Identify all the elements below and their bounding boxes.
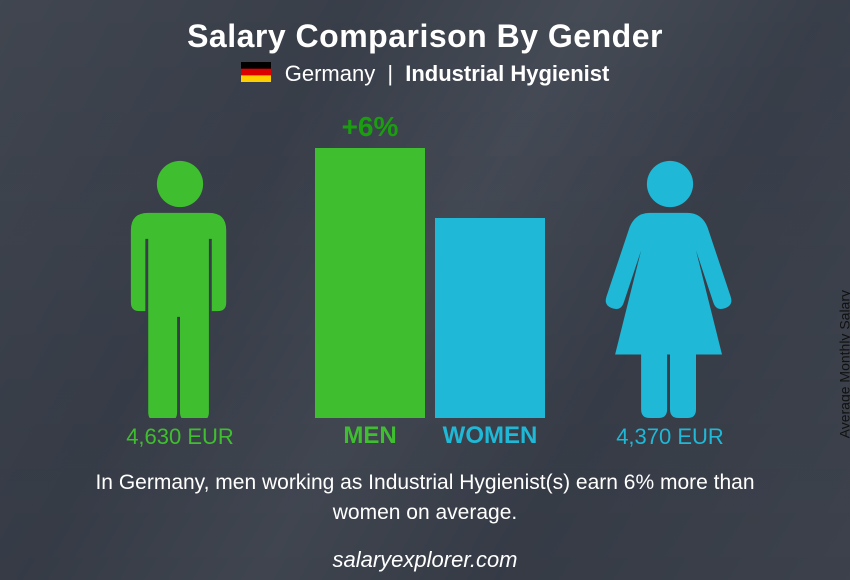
percent-difference-label: +6% — [315, 111, 425, 143]
country-label: Germany — [285, 61, 375, 86]
bar-men — [315, 148, 425, 418]
description-text: In Germany, men working as Industrial Hy… — [60, 468, 790, 527]
job-title: Industrial Hygienist — [405, 61, 609, 86]
source-attribution: salaryexplorer.com — [0, 547, 850, 573]
men-salary-value: 4,630 EUR — [80, 424, 280, 450]
female-person-icon — [595, 158, 745, 418]
separator: | — [387, 61, 393, 86]
women-salary-value: 4,370 EUR — [570, 424, 770, 450]
subtitle-row: Germany | Industrial Hygienist — [0, 61, 850, 88]
male-person-icon — [105, 158, 255, 418]
germany-flag-icon — [241, 62, 271, 88]
women-label: WOMEN — [425, 422, 555, 450]
bar-women — [435, 218, 545, 418]
page-title: Salary Comparison By Gender — [0, 0, 850, 55]
men-label: MEN — [305, 422, 435, 450]
y-axis-label: Average Monthly Salary — [836, 290, 850, 438]
chart-area: +6% MEN WOMEN 4,630 EUR 4,370 EUR — [65, 108, 785, 458]
